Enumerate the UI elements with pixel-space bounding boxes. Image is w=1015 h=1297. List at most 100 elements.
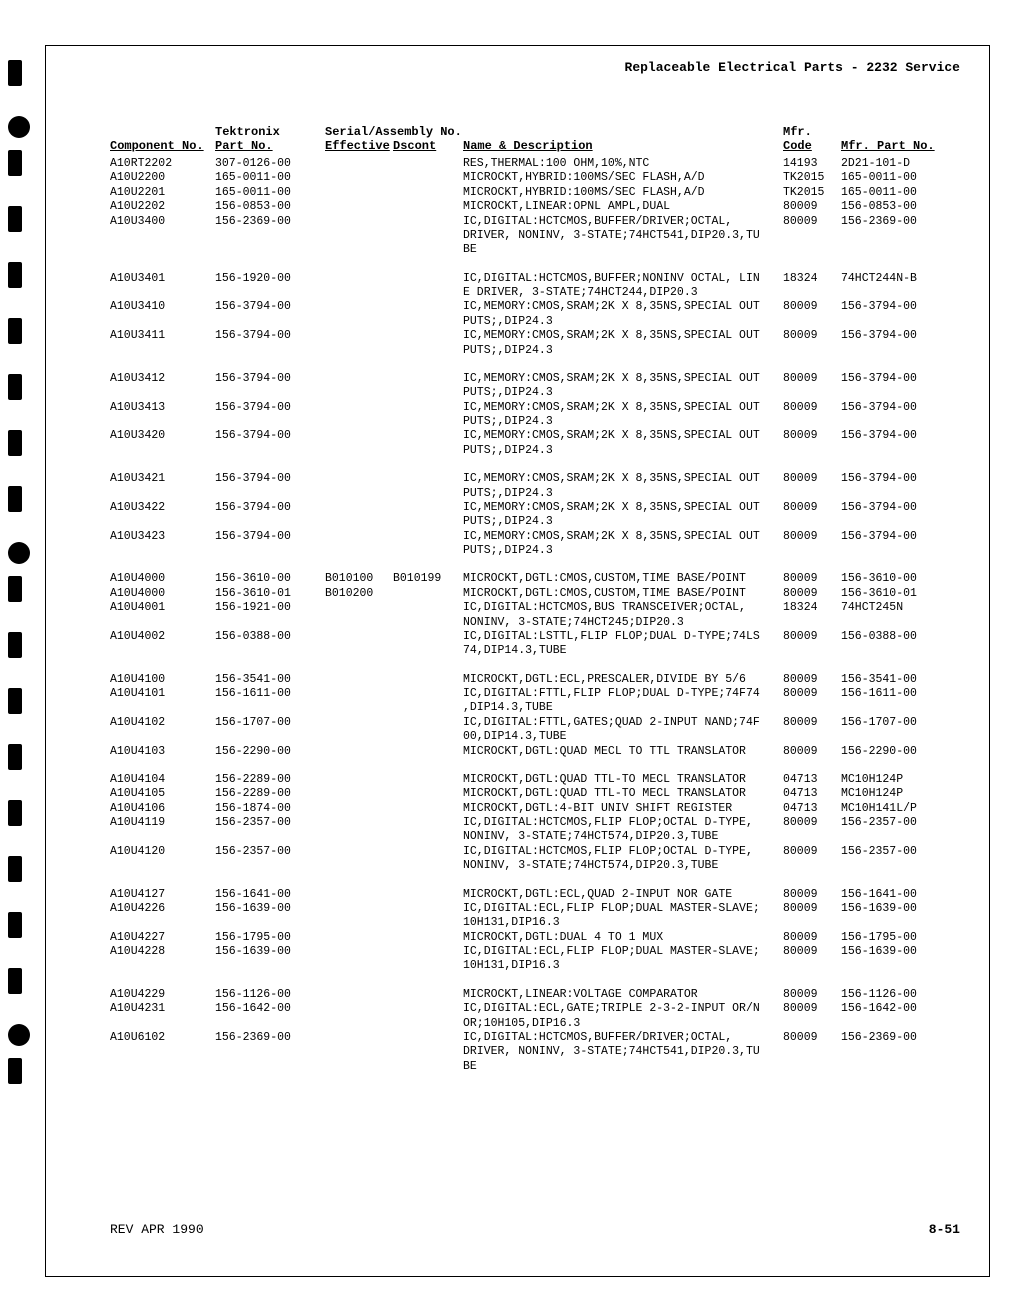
description: IC,MEMORY:CMOS,SRAM;2K X 8,35NS,SPECIAL … [463, 530, 783, 544]
mfr-part-no [841, 544, 970, 558]
dscont [393, 802, 463, 816]
dscont [393, 745, 463, 759]
mfr-part-no [841, 1017, 970, 1031]
effective [325, 1045, 393, 1059]
mfr-part-no: 74HCT245N [841, 601, 970, 615]
part-no: 156-0388-00 [215, 630, 325, 644]
mfr-part-no: 156-1707-00 [841, 716, 970, 730]
component-no: A10U4001 [110, 601, 215, 615]
table-row: A10U4100156-3541-00MICROCKT,DGTL:ECL,PRE… [110, 673, 970, 687]
dscont [393, 888, 463, 902]
mfr-part-no: 156-3794-00 [841, 329, 970, 343]
description: MICROCKT,DGTL:ECL,QUAD 2-INPUT NOR GATE [463, 888, 783, 902]
table-row: E DRIVER, 3-STATE;74HCT244,DIP20.3 [110, 286, 970, 300]
effective [325, 300, 393, 314]
effective [325, 501, 393, 515]
table-row: A10U4227156-1795-00MICROCKT,DGTL:DUAL 4 … [110, 931, 970, 945]
mfr-part-no: 156-1642-00 [841, 1002, 970, 1016]
component-no [110, 916, 215, 930]
effective [325, 716, 393, 730]
table-row: PUTS;,DIP24.3 [110, 386, 970, 400]
part-no: 156-1126-00 [215, 988, 325, 1002]
dscont [393, 472, 463, 486]
table-row: A10U3422156-3794-00IC,MEMORY:CMOS,SRAM;2… [110, 501, 970, 515]
mfr-part-no [841, 830, 970, 844]
mfr-code: TK2015 [783, 171, 841, 185]
mfr-part-no [841, 444, 970, 458]
effective [325, 630, 393, 644]
mfr-code: 80009 [783, 745, 841, 759]
table-row: PUTS;,DIP24.3 [110, 315, 970, 329]
table-row: A10U4231156-1642-00IC,DIGITAL:ECL,GATE;T… [110, 1002, 970, 1016]
description: IC,DIGITAL:ECL,FLIP FLOP;DUAL MASTER-SLA… [463, 945, 783, 959]
table-row: A10U4105156-2289-00MICROCKT,DGTL:QUAD TT… [110, 787, 970, 801]
dscont [393, 830, 463, 844]
mfr-part-no: MC10H124P [841, 787, 970, 801]
mfr-part-no [841, 644, 970, 658]
mfr-part-no: 156-1639-00 [841, 902, 970, 916]
part-no: 156-2290-00 [215, 745, 325, 759]
mfr-code [783, 415, 841, 429]
mfr-code: 80009 [783, 1031, 841, 1045]
part-no [215, 515, 325, 529]
table-row: PUTS;,DIP24.3 [110, 344, 970, 358]
row-spacer [110, 558, 970, 572]
row-spacer [110, 759, 970, 773]
mfr-part-no: 156-3794-00 [841, 530, 970, 544]
effective [325, 1002, 393, 1016]
part-no: 156-3794-00 [215, 501, 325, 515]
mfr-part-no: 156-2369-00 [841, 215, 970, 229]
mfr-part-no [841, 386, 970, 400]
part-no: 156-1639-00 [215, 902, 325, 916]
effective [325, 515, 393, 529]
table-row: 10H131,DIP16.3 [110, 916, 970, 930]
component-no: A10U4120 [110, 845, 215, 859]
part-no: 156-2289-00 [215, 787, 325, 801]
table-row: A10RT2202307-0126-00RES,THERMAL:100 OHM,… [110, 157, 970, 171]
table-row: A10U6102156-2369-00IC,DIGITAL:HCTCMOS,BU… [110, 1031, 970, 1045]
mfr-code [783, 243, 841, 257]
effective [325, 730, 393, 744]
part-no: 156-3794-00 [215, 372, 325, 386]
table-row: A10U4102156-1707-00IC,DIGITAL:FTTL,GATES… [110, 716, 970, 730]
part-no: 165-0011-00 [215, 186, 325, 200]
dscont [393, 773, 463, 787]
mfr-code: 80009 [783, 931, 841, 945]
component-no [110, 701, 215, 715]
description: IC,DIGITAL:ECL,FLIP FLOP;DUAL MASTER-SLA… [463, 902, 783, 916]
table-row: PUTS;,DIP24.3 [110, 415, 970, 429]
dscont [393, 1031, 463, 1045]
part-no: 156-1921-00 [215, 601, 325, 615]
description: OR;10H105,DIP16.3 [463, 1017, 783, 1031]
table-row: A10U4001156-1921-00IC,DIGITAL:HCTCMOS,BU… [110, 601, 970, 615]
mfr-part-no: MC10H124P [841, 773, 970, 787]
dscont [393, 186, 463, 200]
mfr-code: 80009 [783, 630, 841, 644]
dscont [393, 916, 463, 930]
component-no: A10U4231 [110, 1002, 215, 1016]
mfr-code: 80009 [783, 716, 841, 730]
description: MICROCKT,LINEAR:OPNL AMPL,DUAL [463, 200, 783, 214]
part-no [215, 544, 325, 558]
mfr-part-no [841, 1045, 970, 1059]
description: PUTS;,DIP24.3 [463, 386, 783, 400]
effective [325, 544, 393, 558]
part-no: 156-3610-01 [215, 587, 325, 601]
component-no: A10U3411 [110, 329, 215, 343]
component-no [110, 487, 215, 501]
effective [325, 386, 393, 400]
row-spacer [110, 458, 970, 472]
part-no: 156-2289-00 [215, 773, 325, 787]
part-no [215, 701, 325, 715]
part-no [215, 344, 325, 358]
description: IC,DIGITAL:HCTCMOS,FLIP FLOP;OCTAL D-TYP… [463, 845, 783, 859]
table-row: A10U4103156-2290-00MICROCKT,DGTL:QUAD ME… [110, 745, 970, 759]
row-spacer [110, 358, 970, 372]
dscont [393, 429, 463, 443]
dscont [393, 730, 463, 744]
table-row: NONINV, 3-STATE;74HCT574,DIP20.3,TUBE [110, 830, 970, 844]
description: NONINV, 3-STATE;74HCT574,DIP20.3,TUBE [463, 830, 783, 844]
effective [325, 773, 393, 787]
mfr-part-no: 156-3541-00 [841, 673, 970, 687]
effective: B010100 [325, 572, 393, 586]
